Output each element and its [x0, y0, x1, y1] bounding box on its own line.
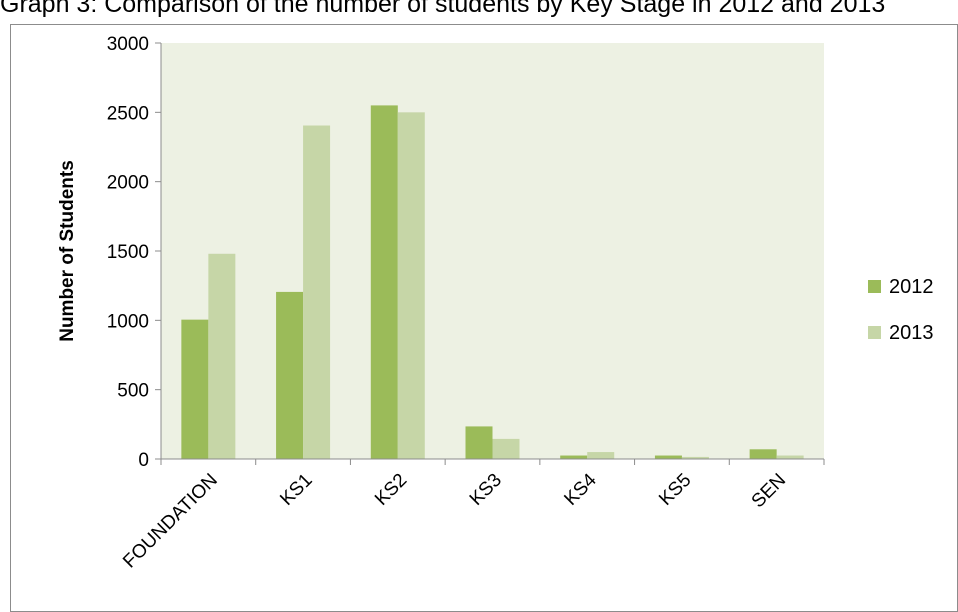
bar-2012-sen [749, 449, 777, 459]
x-category-label: KS2 [371, 470, 411, 510]
y-tick-label: 2000 [107, 173, 149, 194]
y-tick-label: 0 [138, 450, 149, 471]
y-tick-label: 1000 [107, 311, 149, 332]
bar-2012-ks4 [560, 455, 588, 459]
x-category-label: FOUNDATION [119, 470, 222, 573]
x-category-label: KS4 [561, 469, 602, 510]
bar-2013-ks1 [303, 125, 331, 460]
bars-group [181, 105, 804, 460]
y-tick-label: 500 [117, 381, 149, 402]
y-tick-label: 1500 [107, 242, 149, 263]
bar-2012-foundation [181, 319, 209, 459]
x-category-label: KS5 [655, 470, 695, 510]
bar-2013-ks3 [492, 438, 520, 459]
bar-2013-ks5 [681, 456, 709, 459]
y-ticks-group: 0 500 1000 1500 2000 2500 3000 [107, 34, 161, 471]
x-ticks-group: FOUNDATION KS1 KS2 KS3 KS4 KS5 SEN [119, 459, 825, 573]
bar-2012-ks5 [654, 455, 682, 459]
y-tick-label: 2500 [107, 103, 149, 124]
bar-2013-ks4 [587, 452, 615, 459]
bar-chart: 0 500 1000 1500 2000 2500 3000 FOUNDATION KS1 KS… [57, 34, 934, 573]
legend-label-2013: 2013 [889, 322, 934, 344]
legend-label-2012: 2012 [889, 276, 934, 298]
x-category-label: SEN [748, 470, 790, 512]
y-axis-title: Number of Students [57, 160, 78, 342]
bar-2012-ks3 [465, 426, 493, 459]
bar-2013-ks2 [397, 112, 425, 459]
chart-title: Graph 3: Comparison of the number of stu… [0, 0, 886, 18]
x-category-label: KS1 [276, 470, 316, 510]
chart-area: 0 500 1000 1500 2000 2500 3000 FOUNDATION KS1 KS… [10, 24, 958, 612]
plot-background [161, 43, 824, 459]
bar-2013-foundation [208, 253, 236, 459]
y-tick-label: 3000 [107, 34, 149, 55]
bar-2012-ks2 [370, 105, 398, 460]
legend-swatch-2013 [868, 326, 881, 339]
bar-2013-sen [776, 455, 804, 459]
legend: 2012 2013 [868, 276, 934, 344]
bar-2012-ks1 [276, 291, 304, 459]
x-category-label: KS3 [466, 470, 506, 510]
legend-swatch-2012 [868, 280, 881, 293]
